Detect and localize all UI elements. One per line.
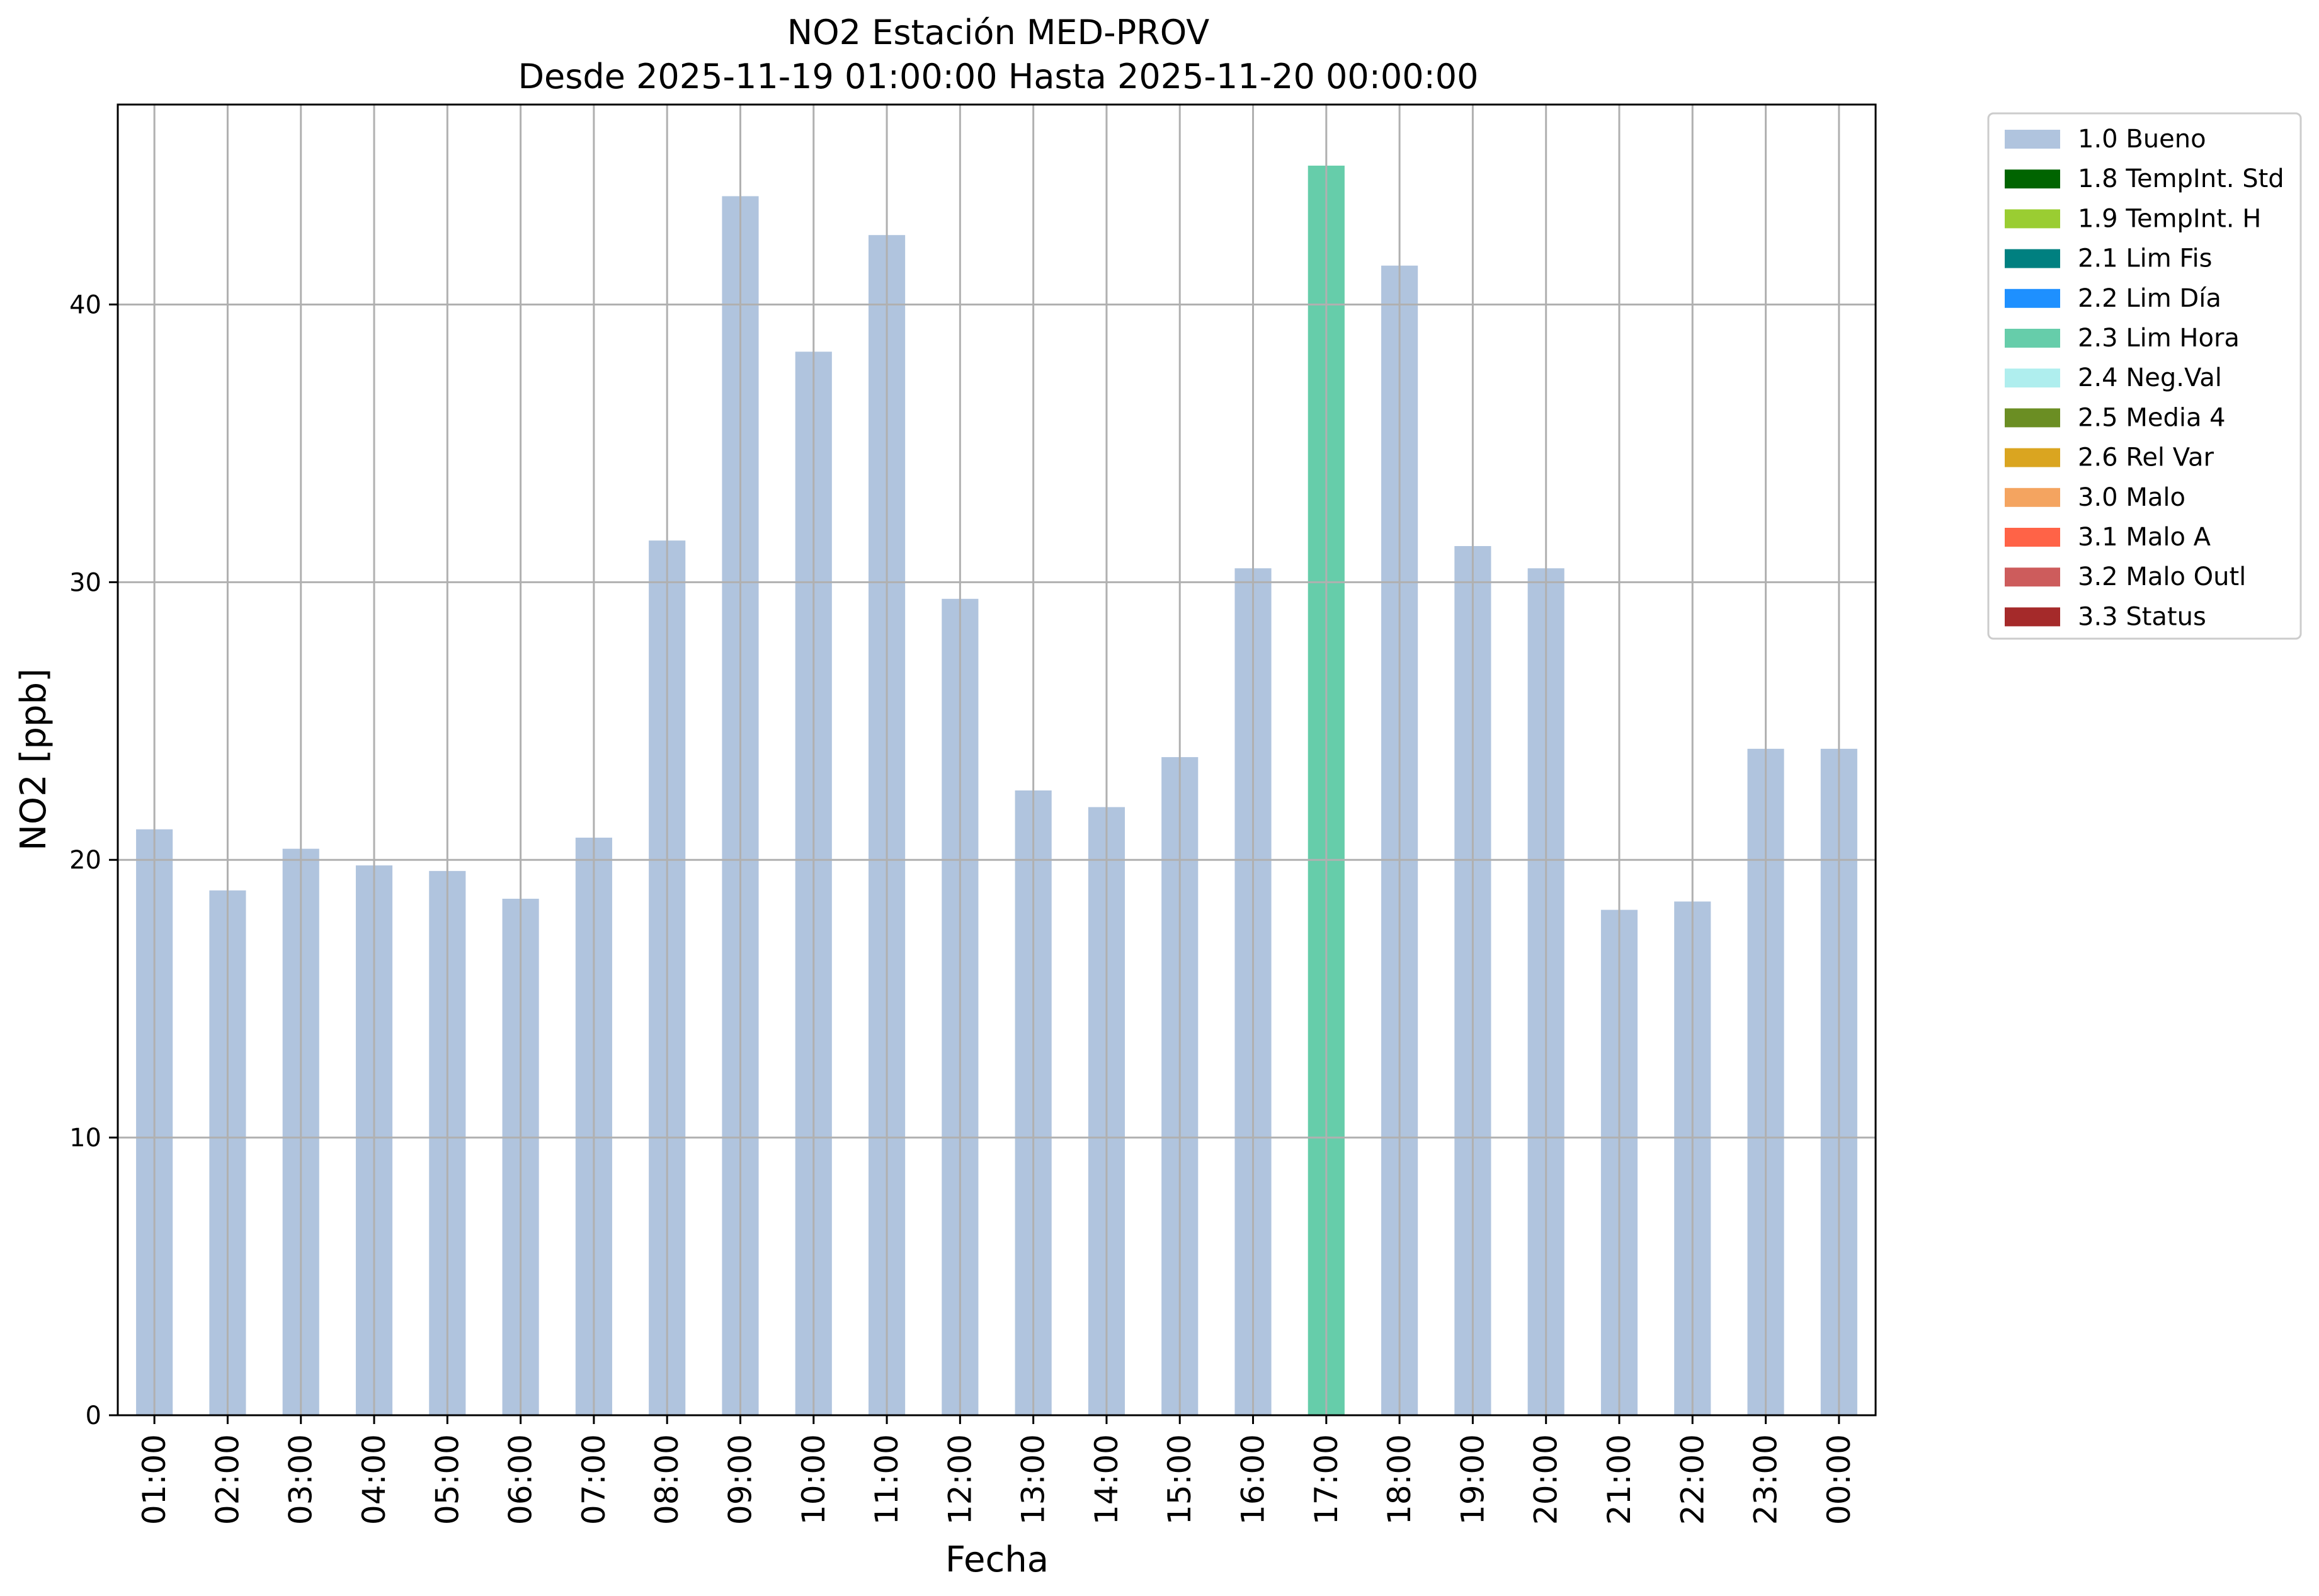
legend-label: 3.2 Malo Outl (2078, 562, 2246, 591)
legend-frame (1987, 112, 2302, 640)
legend-label: 2.4 Neg.Val (2078, 363, 2222, 392)
legend-swatch (2005, 567, 2060, 587)
legend-swatch (2005, 448, 2060, 467)
legend-swatch (2005, 249, 2060, 268)
chart-subtitle: Desde 2025-11-19 01:00:00 Hasta 2025-11-… (518, 57, 1478, 96)
x-axis-label: Fecha (945, 1539, 1049, 1580)
legend: 1.0 Bueno 1.8 TempInt. Std 1.9 TempInt. H 2… (1987, 112, 2302, 640)
x-tick-label: 04:00 (356, 1434, 392, 1525)
x-tick-label: 00:00 (1821, 1434, 1857, 1525)
legend-swatch (2005, 209, 2060, 229)
x-tick-label: 16:00 (1235, 1434, 1272, 1525)
x-tick-label: 06:00 (503, 1434, 539, 1525)
legend-swatch (2005, 130, 2060, 149)
legend-label: 1.9 TempInt. H (2078, 204, 2261, 233)
x-tick-label: 13:00 (1015, 1434, 1052, 1525)
y-tick-label: 10 (69, 1124, 101, 1153)
x-tick-label: 12:00 (942, 1434, 978, 1525)
legend-label: 2.6 Rel Var (2078, 443, 2214, 472)
legend-swatch (2005, 329, 2060, 348)
x-tick-label: 18:00 (1381, 1434, 1418, 1525)
legend-label: 2.5 Media 4 (2078, 403, 2226, 432)
legend-label: 3.3 Status (2078, 602, 2206, 631)
legend-label: 2.3 Lim Hora (2078, 324, 2240, 353)
x-tick-label: 10:00 (795, 1434, 832, 1525)
legend-label: 1.0 Bueno (2078, 125, 2206, 154)
legend-label: 2.2 Lim Día (2078, 284, 2221, 313)
legend-swatch (2005, 607, 2060, 627)
x-tick-label: 03:00 (283, 1434, 319, 1525)
legend-label: 1.8 TempInt. Std (2078, 164, 2284, 193)
legend-label: 3.0 Malo (2078, 483, 2185, 512)
legend-swatch (2005, 528, 2060, 547)
legend-swatch (2005, 408, 2060, 428)
chart-title: NO2 Estación MED-PROV (787, 13, 1209, 52)
x-tick-label: 05:00 (429, 1434, 465, 1525)
legend-swatch (2005, 288, 2060, 308)
x-tick-label: 11:00 (869, 1434, 905, 1525)
legend-label: 2.1 Lim Fis (2078, 244, 2212, 273)
x-tick-label: 15:00 (1161, 1434, 1198, 1525)
legend-entries: 1.0 Bueno 1.8 TempInt. Std 1.9 TempInt. H 2… (2005, 125, 2284, 631)
y-axis-ticks: 0 10 20 30 40 (69, 290, 118, 1430)
legend-label: 3.1 Malo A (2078, 523, 2211, 552)
x-tick-label: 08:00 (649, 1434, 685, 1525)
x-axis-ticks: 01:00 02:00 03:00 04:00 05:00 06:00 07:00 08:00… (136, 1415, 1857, 1525)
legend-swatch (2005, 368, 2060, 388)
y-tick-label: 30 (69, 568, 101, 597)
plot-frame (117, 103, 1877, 1416)
y-tick-label: 20 (69, 846, 101, 875)
x-tick-label: 17:00 (1308, 1434, 1345, 1525)
x-tick-label: 09:00 (722, 1434, 758, 1525)
x-tick-label: 02:00 (209, 1434, 246, 1525)
x-tick-label: 01:00 (136, 1434, 173, 1525)
legend-swatch (2005, 487, 2060, 507)
x-tick-label: 21:00 (1601, 1434, 1638, 1525)
x-tick-label: 20:00 (1528, 1434, 1564, 1525)
x-tick-label: 23:00 (1748, 1434, 1784, 1525)
x-tick-label: 22:00 (1674, 1434, 1711, 1525)
legend-swatch (2005, 169, 2060, 189)
x-tick-label: 14:00 (1088, 1434, 1125, 1525)
y-axis-label: NO2 [ppb] (13, 668, 54, 851)
y-tick-label: 40 (69, 290, 101, 319)
x-tick-label: 19:00 (1454, 1434, 1491, 1525)
y-tick-label: 0 (86, 1401, 101, 1430)
x-tick-label: 07:00 (576, 1434, 612, 1525)
